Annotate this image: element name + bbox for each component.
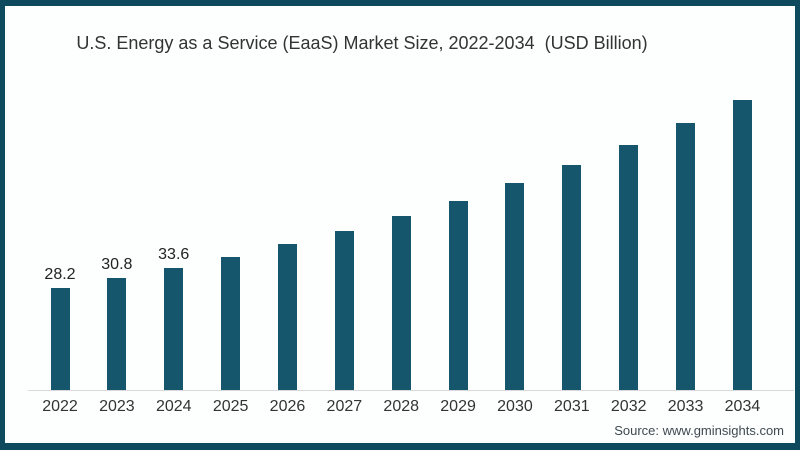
chart-title: U.S. Energy as a Service (EaaS) Market S… bbox=[76, 33, 648, 53]
bar-2031 bbox=[562, 164, 582, 390]
x-tick-label-2030: 2030 bbox=[497, 398, 533, 415]
x-tick-label-2032: 2032 bbox=[610, 398, 647, 415]
x-tick-label-2025: 2025 bbox=[212, 398, 249, 415]
bar-2034 bbox=[732, 100, 752, 390]
bar-2029 bbox=[448, 200, 468, 390]
source-text: Source: www.gminsights.com bbox=[614, 423, 784, 438]
x-tick-label-2024: 2024 bbox=[155, 398, 192, 415]
bar-2024 bbox=[164, 267, 184, 390]
x-tick-label-2028: 2028 bbox=[383, 398, 420, 415]
x-tick-label-2033: 2033 bbox=[667, 398, 704, 415]
bar-2026 bbox=[277, 244, 297, 390]
x-tick-label-2023: 2023 bbox=[99, 398, 135, 415]
x-tick-label-2031: 2031 bbox=[554, 398, 590, 415]
bar-value-label-2022: 28.2 bbox=[44, 265, 76, 283]
bar-2027 bbox=[334, 230, 354, 390]
x-tick-label-2022: 2022 bbox=[42, 398, 78, 415]
bar-value-label-2024: 33.6 bbox=[158, 245, 190, 263]
x-tick-label-2034: 2034 bbox=[724, 398, 761, 415]
x-axis-line bbox=[28, 390, 794, 391]
bar-2025 bbox=[221, 257, 241, 390]
bar-2030 bbox=[505, 183, 525, 390]
bar-2032 bbox=[619, 145, 639, 390]
x-tick-label-2029: 2029 bbox=[440, 398, 476, 415]
bar-2028 bbox=[391, 215, 411, 390]
x-tick-label-2026: 2026 bbox=[269, 398, 306, 415]
bar-2033 bbox=[676, 123, 696, 390]
bar-2022 bbox=[50, 287, 70, 390]
x-tick-label-2027: 2027 bbox=[326, 398, 363, 415]
bar-2023 bbox=[107, 278, 127, 390]
bar-value-label-2023: 30.8 bbox=[101, 256, 133, 274]
